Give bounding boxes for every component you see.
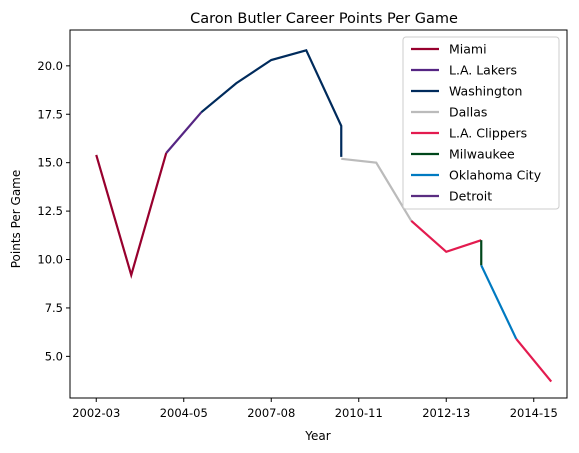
series-line-washington-2 xyxy=(200,49,343,157)
series-layer xyxy=(95,49,553,383)
x-tick-label: 2014-15 xyxy=(510,406,558,420)
series-line-l-a-lakers-1 xyxy=(165,111,203,154)
x-tick-label: 2002-03 xyxy=(72,406,120,420)
series-line-oklahoma-city-6 xyxy=(480,264,518,340)
legend-label-l-a-lakers: L.A. Lakers xyxy=(449,63,517,78)
x-tick-label: 2004-05 xyxy=(160,406,208,420)
x-axis-label: Year xyxy=(304,429,330,443)
y-axis-label: Points Per Game xyxy=(9,170,23,269)
x-tick-label: 2012-13 xyxy=(422,406,470,420)
legend: Miami L.A. Lakers Washington Dallas L.A. Cli… xyxy=(402,36,560,210)
y-tick-label: 15.0 xyxy=(37,156,63,170)
legend-label-washington: Washington xyxy=(449,84,522,99)
y-tick-label: 7.5 xyxy=(45,301,63,315)
y-tick-label: 12.5 xyxy=(37,204,63,218)
series-line-dallas-3 xyxy=(341,157,413,222)
legend-label-detroit: Detroit xyxy=(449,189,492,204)
legend-label-milwaukee: Milwaukee xyxy=(449,147,515,162)
series-line-series-8 xyxy=(515,338,553,383)
legend-label-dallas: Dallas xyxy=(449,105,487,120)
y-tick-label: 20.0 xyxy=(37,59,63,73)
y-axis: 5.0 7.5 10.0 12.5 15.0 17.5 20.0 xyxy=(37,59,70,363)
legend-label-oklahoma-city: Oklahoma City xyxy=(449,168,542,183)
legend-label-miami: Miami xyxy=(449,42,487,57)
series-line-l-a-clippers-4 xyxy=(410,219,482,254)
plot-frame xyxy=(69,29,568,399)
x-tick-label: 2010-11 xyxy=(335,406,383,420)
legend-box xyxy=(402,36,560,210)
x-tick-label: 2007-08 xyxy=(247,406,295,420)
x-axis: 2002-03 2004-05 2007-08 2010-11 2012-13 2014-… xyxy=(72,398,558,420)
series-line-miami-0 xyxy=(95,152,168,279)
y-tick-label: 5.0 xyxy=(45,349,63,363)
legend-label-l-a-clippers: L.A. Clippers xyxy=(449,126,527,141)
y-tick-label: 17.5 xyxy=(37,107,63,121)
y-tick-label: 10.0 xyxy=(37,253,63,267)
chart-title: Caron Butler Career Points Per Game xyxy=(190,11,458,27)
